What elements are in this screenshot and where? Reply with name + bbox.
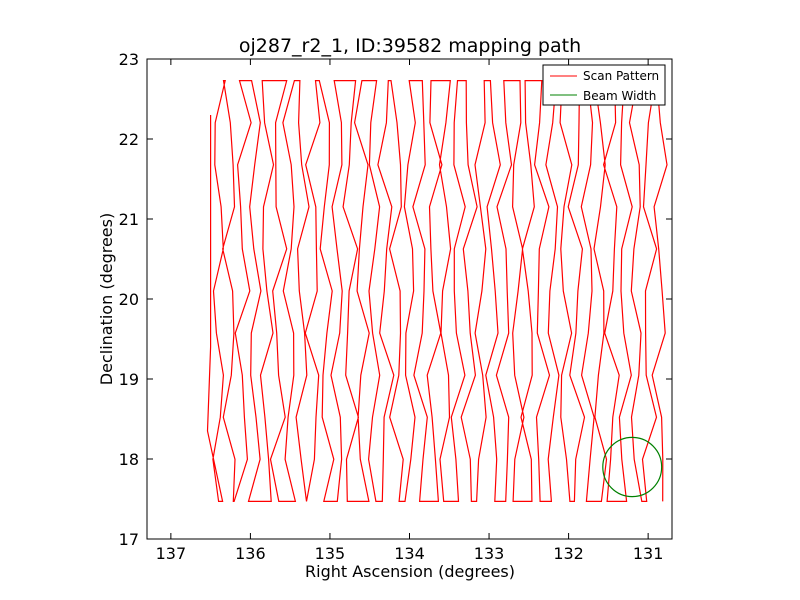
plot-area — [206, 80, 668, 502]
x-tick-label: 131 — [633, 544, 664, 563]
y-tick-label: 19 — [119, 370, 139, 389]
beam-width-series — [602, 436, 663, 498]
y-tick-label: 21 — [119, 210, 139, 229]
y-axis-label: Declination (degrees) — [97, 213, 116, 385]
x-tick-label: 136 — [235, 544, 266, 563]
y-tick-label: 23 — [119, 50, 139, 69]
y-tick-label: 20 — [119, 290, 139, 309]
x-tick-label: 137 — [156, 544, 187, 563]
legend: Scan Pattern Beam Width — [542, 64, 666, 106]
legend-box — [542, 64, 666, 106]
legend-label-beam-width: Beam Width — [583, 89, 656, 103]
y-tick-label: 22 — [119, 130, 139, 149]
chart-title: oj287_r2_1, ID:39582 mapping path — [239, 35, 581, 57]
x-axis-label: Right Ascension (degrees) — [305, 562, 515, 581]
legend-label-scan-pattern: Scan Pattern — [583, 69, 659, 83]
x-tick-label: 134 — [394, 544, 425, 563]
scan-pattern-line — [206, 80, 668, 502]
y-tick-label: 18 — [119, 450, 139, 469]
x-tick-label: 135 — [315, 544, 346, 563]
x-axis: 137 136 135 134 133 132 131 — [156, 59, 664, 563]
y-tick-label: 17 — [119, 530, 139, 549]
scan-pattern-series — [206, 80, 668, 502]
y-axis: 17 18 19 20 21 22 23 — [119, 50, 672, 549]
beam-width-circle — [602, 436, 663, 498]
x-tick-label: 133 — [474, 544, 505, 563]
x-tick-label: 132 — [553, 544, 584, 563]
